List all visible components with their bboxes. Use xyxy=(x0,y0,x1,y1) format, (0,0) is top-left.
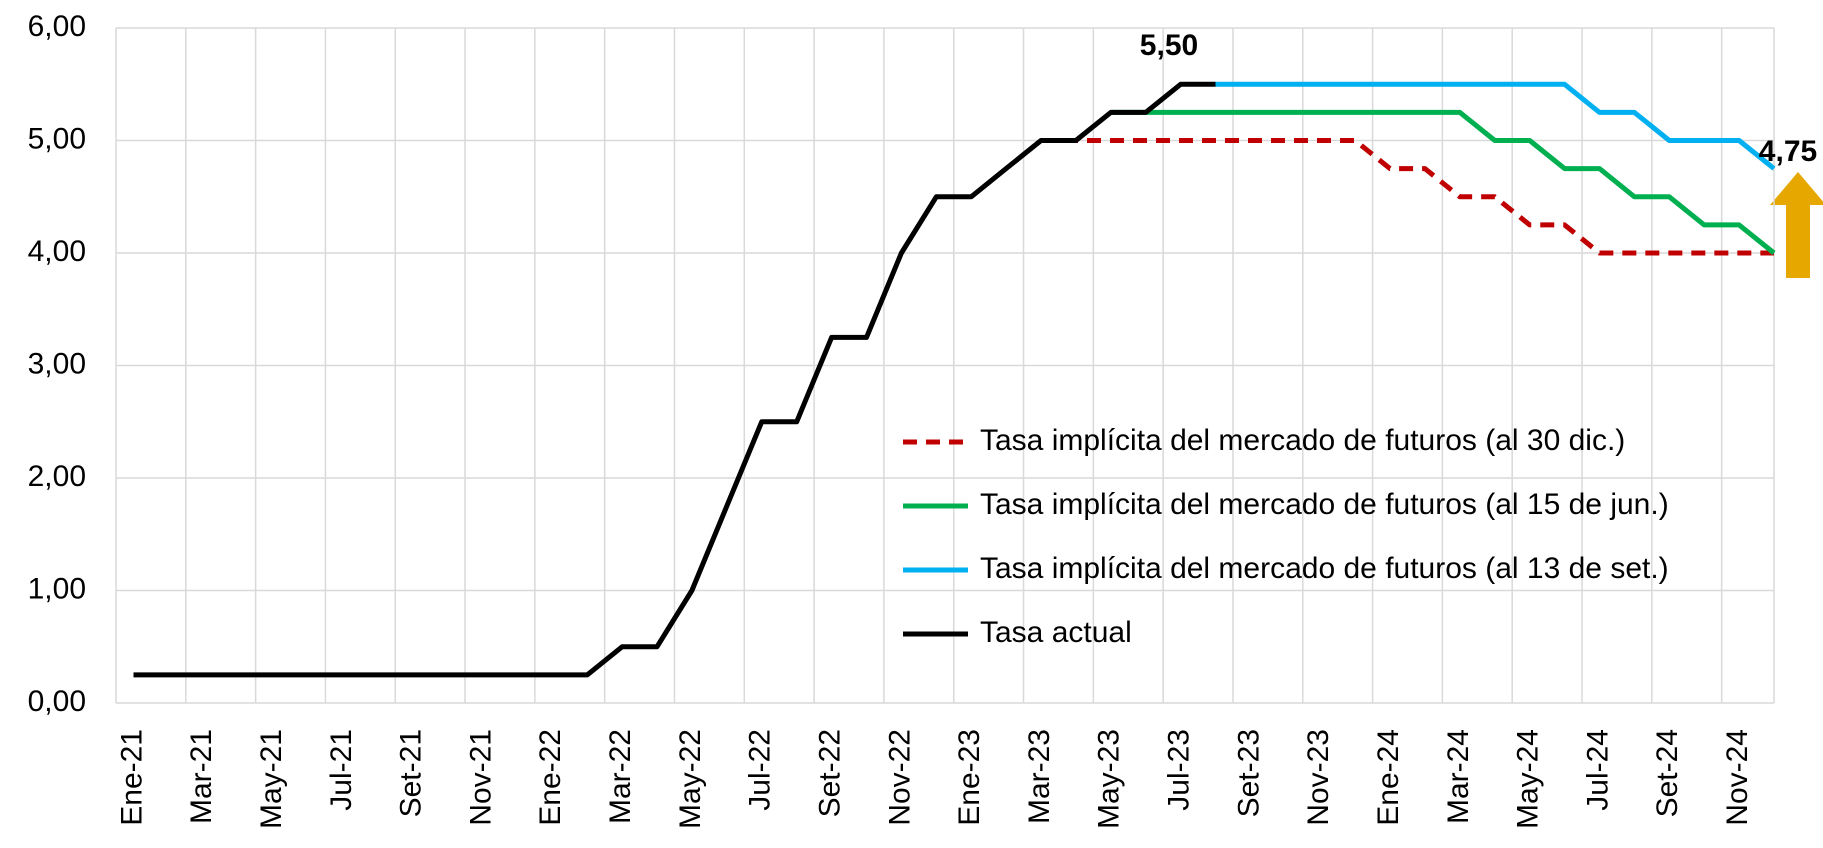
arrow xyxy=(1770,172,1823,278)
x-tick-label: Mar-24 xyxy=(1442,729,1475,824)
x-tick-label: Ene-21 xyxy=(115,729,148,826)
x-tick-label: Nov-23 xyxy=(1302,729,1335,826)
series-line xyxy=(1110,109,1776,255)
legend-label: Tasa implícita del mercado de futuros (a… xyxy=(980,424,1625,457)
y-tick-label: 6,00 xyxy=(28,10,86,43)
x-tick-label: Jul-22 xyxy=(744,729,777,811)
x-tick-label: Jul-21 xyxy=(325,729,358,811)
y-tick-label: 0,00 xyxy=(28,685,86,718)
series-line xyxy=(1215,81,1776,171)
annotation: 5,50 xyxy=(1140,29,1198,62)
x-tick-label: May-23 xyxy=(1093,729,1126,829)
x-tick-label: Set-23 xyxy=(1232,729,1265,817)
annotation: 4,75 xyxy=(1759,135,1817,168)
y-tick-label: 1,00 xyxy=(28,572,86,605)
x-tick-label: Jul-24 xyxy=(1581,729,1614,811)
x-tick-label: Set-21 xyxy=(395,729,428,817)
legend-label: Tasa implícita del mercado de futuros (a… xyxy=(980,552,1669,585)
x-tick-label: Ene-24 xyxy=(1372,729,1405,826)
x-tick-label: Nov-22 xyxy=(883,729,916,826)
x-tick-label: Mar-22 xyxy=(604,729,637,824)
x-tick-label: May-21 xyxy=(255,729,288,829)
y-tick-label: 5,00 xyxy=(28,122,86,155)
x-tick-label: May-22 xyxy=(674,729,707,829)
x-tick-label: Ene-23 xyxy=(953,729,986,826)
x-tick-label: Ene-22 xyxy=(534,729,567,826)
series-line xyxy=(133,81,1216,678)
legend-label: Tasa actual xyxy=(980,616,1132,649)
x-tick-label: Set-22 xyxy=(813,729,846,817)
y-tick-label: 3,00 xyxy=(28,347,86,380)
x-tick-label: Set-24 xyxy=(1651,729,1684,817)
x-tick-label: May-24 xyxy=(1512,729,1545,829)
series-line xyxy=(1041,138,1774,256)
x-tick-label: Nov-21 xyxy=(464,729,497,826)
x-tick-label: Mar-23 xyxy=(1023,729,1056,824)
x-tick-label: Nov-24 xyxy=(1721,729,1754,826)
y-tick-label: 2,00 xyxy=(28,460,86,493)
legend-label: Tasa implícita del mercado de futuros (a… xyxy=(980,488,1669,521)
x-tick-label: Mar-21 xyxy=(185,729,218,824)
y-tick-label: 4,00 xyxy=(28,235,86,268)
x-tick-label: Jul-23 xyxy=(1163,729,1196,811)
